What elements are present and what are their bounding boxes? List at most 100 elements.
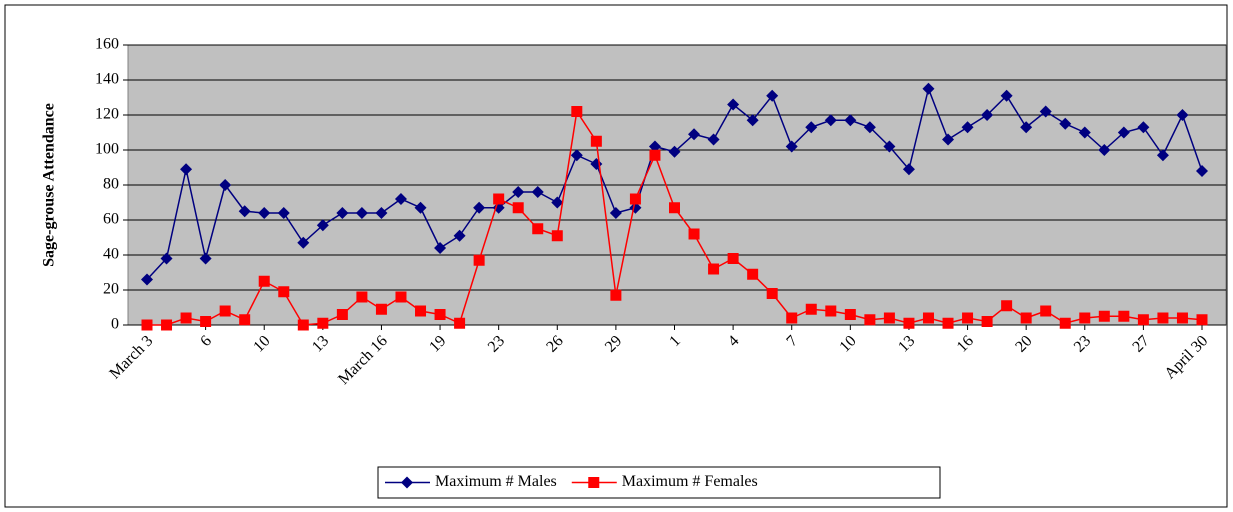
legend-label: Maximum # Females (622, 473, 758, 490)
data-point (395, 291, 407, 303)
legend-label: Maximum # Males (435, 473, 557, 490)
data-point (1176, 109, 1189, 121)
data-point (512, 202, 524, 214)
data-point (688, 128, 701, 141)
data-point (1001, 300, 1013, 312)
data-point (1196, 165, 1208, 177)
data-point (551, 230, 563, 242)
data-point (473, 254, 485, 266)
data-point (727, 253, 739, 264)
data-point (1059, 117, 1072, 130)
data-point (1059, 317, 1071, 329)
y-tick-label: 100 (95, 141, 119, 158)
data-point (180, 163, 193, 176)
data-point (394, 193, 407, 205)
data-point (708, 263, 720, 275)
data-point (356, 291, 368, 303)
data-point (355, 207, 368, 219)
data-point (805, 121, 818, 134)
data-point (727, 98, 740, 111)
data-point (375, 207, 388, 219)
data-point (1117, 126, 1130, 139)
y-tick-label: 160 (95, 36, 119, 53)
data-point (766, 89, 779, 102)
data-point (844, 114, 857, 127)
data-point (415, 305, 427, 317)
data-point (1020, 121, 1033, 134)
data-point (258, 275, 270, 287)
data-point (434, 309, 446, 320)
data-point (746, 114, 759, 127)
legend-marker (588, 477, 600, 488)
data-point (1157, 312, 1169, 324)
data-point (1137, 314, 1149, 326)
data-point (180, 312, 192, 324)
data-point (453, 229, 466, 242)
data-point (219, 179, 232, 191)
data-point (571, 106, 583, 117)
data-point (336, 207, 349, 219)
data-point (922, 312, 934, 324)
data-point (512, 186, 525, 198)
data-point (570, 149, 583, 162)
legend-box (377, 466, 941, 499)
y-tick-label: 20 (103, 281, 119, 298)
data-point (785, 140, 798, 153)
data-point (161, 319, 173, 331)
data-point (922, 82, 935, 95)
data-point (316, 219, 329, 232)
data-point (824, 114, 837, 127)
data-point (825, 305, 837, 317)
y-axis-label: Sage-grouse Attendance (41, 103, 58, 267)
data-point (531, 186, 544, 198)
data-point (200, 316, 212, 327)
y-tick-label: 40 (103, 246, 119, 263)
y-tick-label: 0 (111, 316, 119, 333)
data-point (493, 193, 505, 205)
data-point (239, 314, 251, 326)
data-point (297, 236, 310, 249)
data-point (199, 252, 212, 265)
data-point (1040, 305, 1052, 317)
data-point (1137, 121, 1150, 134)
data-point (629, 193, 641, 205)
data-point (473, 201, 486, 214)
data-point (707, 133, 720, 146)
data-point (669, 202, 680, 214)
data-point (141, 319, 153, 331)
data-point (805, 303, 817, 315)
data-point (747, 268, 759, 280)
data-point (883, 312, 895, 324)
data-point (961, 121, 974, 134)
data-point (1118, 310, 1130, 322)
data-point (766, 288, 778, 299)
data-point (609, 207, 622, 219)
data-point (883, 140, 896, 153)
data-point (902, 163, 915, 176)
data-point (1020, 312, 1032, 324)
data-point (1196, 314, 1208, 326)
data-point (668, 145, 681, 158)
data-point (1079, 312, 1091, 324)
data-point (1176, 312, 1188, 324)
data-point (844, 309, 856, 320)
data-point (942, 133, 955, 146)
data-point (649, 149, 661, 161)
data-point (962, 312, 974, 324)
data-point (551, 196, 564, 209)
data-point (278, 286, 290, 298)
data-point (1000, 89, 1013, 102)
data-point (277, 207, 290, 219)
data-point (414, 201, 427, 214)
data-point (590, 135, 602, 147)
data-point (336, 309, 348, 320)
data-point (141, 273, 153, 286)
data-point (160, 252, 173, 265)
data-point (903, 317, 915, 329)
data-point (648, 140, 661, 153)
y-tick-label: 140 (95, 71, 119, 88)
y-tick-label: 120 (95, 106, 119, 123)
data-point (981, 316, 993, 327)
data-point (1039, 105, 1052, 118)
